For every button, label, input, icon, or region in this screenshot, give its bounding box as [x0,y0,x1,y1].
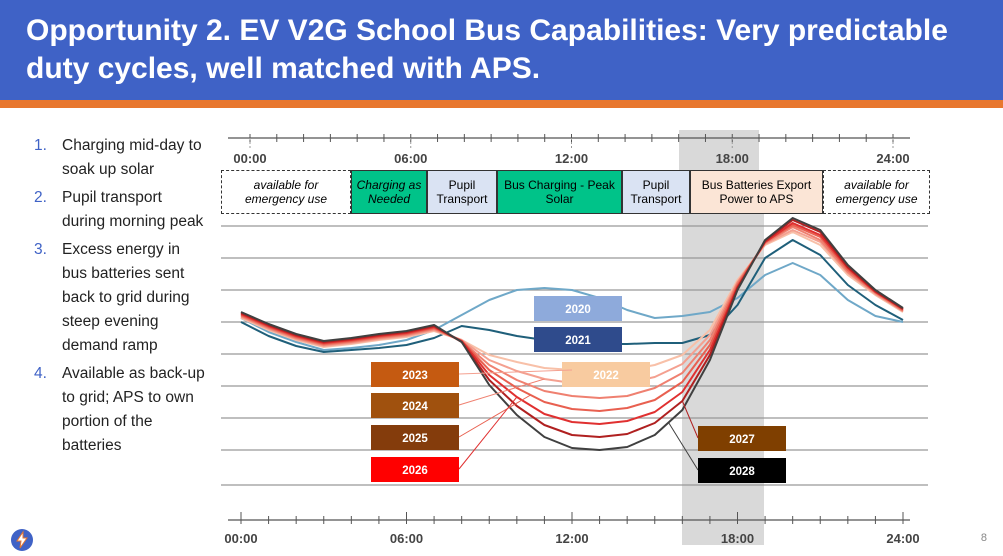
legend-label: 2026 [402,465,428,477]
year-label-box [562,362,650,387]
year-label-box [371,457,459,482]
top-tick-label: 06:00 [394,151,427,166]
schedule-block: Pupil Transport [427,170,497,214]
bullet-list: 1. Charging mid-day to soak up solar 2. Pup… [34,134,209,462]
legend-label: 2022 [593,370,619,382]
legend-label: 2020 [565,304,591,316]
schedule-block: available for emergency use [221,170,351,214]
top-tick-label: 00:00 [233,151,266,166]
legend-label: 2023 [402,370,428,382]
year-label-box [698,458,786,483]
x-tick-label: 18:00 [721,531,754,546]
year-label-box [698,426,786,451]
list-number: 1. [34,137,47,154]
x-tick-label: 00:00 [224,531,257,546]
schedule-block: Bus Batteries Export Power to APS [690,170,823,214]
logo [11,529,33,551]
top-tick-label: 18:00 [716,151,749,166]
top-tick-label: 24:00 [876,151,909,166]
list-text: Available as back-up to grid; APS to own… [62,365,205,454]
series-line [240,217,904,451]
schedule-block: Bus Charging - Peak Solar [497,170,622,214]
leader-line [668,422,699,471]
legend-label: 2028 [729,466,755,478]
list-item: 1. Charging mid-day to soak up solar [34,134,209,182]
x-tick-label: 24:00 [886,531,919,546]
legend-label: 2021 [565,335,591,347]
year-label-box [371,362,459,387]
list-text: Charging mid-day to soak up solar [62,137,202,178]
year-label-box [371,393,459,418]
title-banner [0,0,1003,100]
x-tick-label: 06:00 [390,531,423,546]
list-number: 4. [34,365,47,382]
shaded-band [679,130,759,170]
legend-label: 2025 [402,433,428,445]
list-item: 3. Excess energy in bus batteries sent ba… [34,238,209,358]
legend-label: 2024 [402,401,428,413]
list-item: 4. Available as back-up to grid; APS to o… [34,362,209,458]
list-text: Excess energy in bus batteries sent back… [62,241,190,354]
accent-strip [0,100,1003,108]
schedule-block: Pupil Transport [622,170,690,214]
list-number: 3. [34,241,47,258]
series-line [240,262,904,351]
schedule-block: available for emergency use [823,170,930,214]
slide-title: Opportunity 2. EV V2G School Bus Capabil… [26,14,948,85]
top-tick-label: 12:00 [555,151,588,166]
leader-line [458,378,545,406]
page-number: 8 [980,532,987,544]
year-label-box [534,327,622,352]
year-label-box [371,425,459,450]
list-text: Pupil transport during morning peak [62,189,204,230]
leader-line [458,369,573,375]
list-number: 2. [34,189,47,206]
x-tick-label: 12:00 [555,531,588,546]
schedule-block: Charging as Needed [351,170,427,214]
legend-label: 2027 [729,434,755,446]
year-label-box [534,296,622,321]
series-line [240,222,904,425]
leader-line [458,394,531,438]
leader-line [681,400,699,439]
leader-line [458,396,518,470]
list-item: 2. Pupil transport during morning peak [34,186,209,234]
